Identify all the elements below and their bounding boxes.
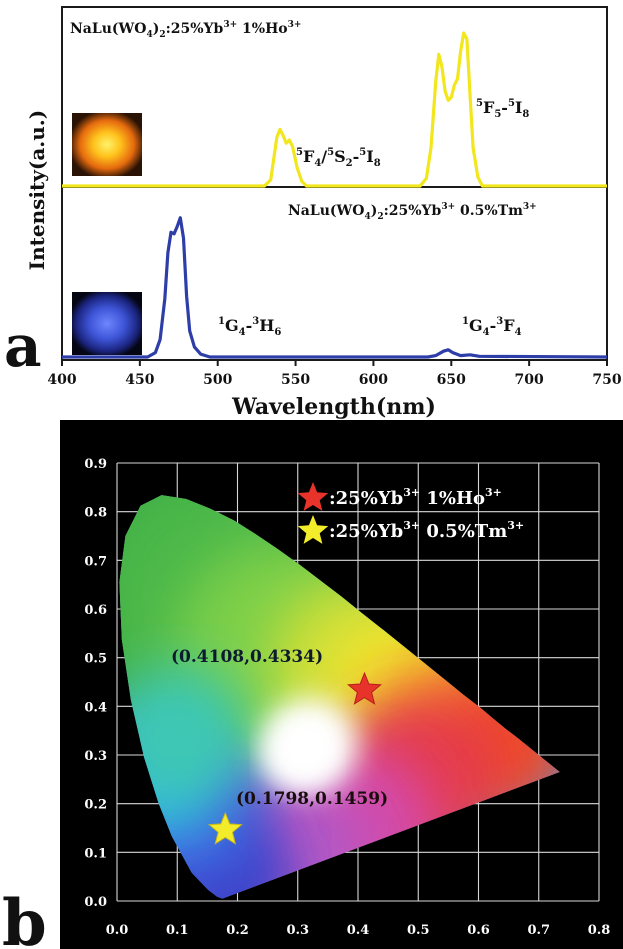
x-tick-label: 600 [359,372,388,388]
x-tick-label: 700 [515,372,544,388]
tm-spectrum-line [62,216,608,359]
x-axis-label: Wavelength(nm) [231,394,436,420]
legend-yellow-star-icon [297,515,329,544]
x-tick-label: 750 [592,372,621,388]
ho-red-band-label: 5F5-5I8 [476,98,529,120]
x-tick-label: 0.7 [527,923,550,938]
y-tick-label: 0.3 [84,749,107,764]
y-tick-label: 0.8 [84,506,107,521]
ho-spectrum-line [62,31,607,188]
x-tick-label: 550 [281,372,310,388]
x-tick-label: 0.6 [467,923,490,938]
y-tick-label: 0.0 [84,895,107,910]
y-tick-label: 0.9 [84,457,107,472]
tm-blue-band-label: 1G4-3H6 [218,316,281,338]
x-axis: 400 450 500 550 600 650 700 750 [47,360,622,388]
y-tick-label: 0.2 [84,798,107,813]
x-tick-label: 0.3 [286,923,309,938]
tm-emission-photo [72,292,142,355]
x-tick-label: 0.0 [106,923,129,938]
x-tick-label: 0.2 [226,923,249,938]
x-tick-label: 0.1 [166,923,189,938]
ho-green-band-label: 5F4/5S2-5I8 [296,147,381,169]
x-tick-label: 0.8 [588,923,611,938]
ho-emission-photo [72,113,142,176]
tm-coordinate-label: (0.1798,0.1459) [236,789,388,809]
y-axis-label: Intensity(a.u.) [25,110,49,270]
panel-a-label: a [4,312,42,380]
x-tick-label: 500 [203,372,232,388]
panel-b-label: b [2,886,47,949]
cie-tick-labels: 0.0 0.1 0.2 0.3 0.4 0.5 0.6 0.7 0.8 0.0 0.1 0.2 0.3 0… [84,457,610,938]
y-tick-label: 0.4 [84,700,107,715]
y-tick-label: 0.6 [84,603,107,618]
tm-sample-title: NaLu(WO4)2:25%Yb3+ 0.5%Tm3+ [288,202,537,222]
x-tick-label: 400 [47,372,76,388]
plot-frame [61,6,608,361]
legend-red-star-icon [297,482,329,511]
tm-red-band-label: 1G4-3F4 [462,316,522,338]
x-tick-label: 0.5 [407,923,430,938]
panel-b-margin [0,420,60,949]
ho-coordinate-label: (0.4108,0.4334) [171,647,323,667]
cie-markers [207,671,382,845]
y-tick-label: 0.1 [84,846,107,861]
emission-spectra-chart: 400 450 500 550 600 650 700 750 NaLu(WO4)2:25%Y… [4,6,622,420]
x-tick-label: 450 [125,372,154,388]
cie-chromaticity-chart: 0.0 0.1 0.2 0.3 0.4 0.5 0.6 0.7 0.8 0.0 0.1 0.2 0.3 0… [0,420,623,949]
y-tick-label: 0.7 [84,554,107,569]
cie-legend: :25%Yb3+ 1%Ho3+ :25%Yb3+ 0.5%Tm3+ [297,482,524,544]
legend-tm-label: :25%Yb3+ 0.5%Tm3+ [329,519,524,542]
x-tick-label: 650 [437,372,466,388]
ho-star-marker [347,671,382,705]
y-tick-label: 0.5 [84,652,107,667]
tm-star-marker [207,811,243,845]
legend-ho-label: :25%Yb3+ 1%Ho3+ [329,486,502,509]
x-tick-label: 0.4 [347,923,370,938]
ho-sample-title: NaLu(WO4)2:25%Yb3+ 1%Ho3+ [70,20,301,40]
